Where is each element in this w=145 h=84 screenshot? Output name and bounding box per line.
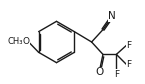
Text: F: F bbox=[114, 70, 119, 79]
Text: N: N bbox=[108, 11, 116, 21]
Text: O: O bbox=[96, 67, 104, 77]
Text: F: F bbox=[126, 60, 131, 69]
Text: F: F bbox=[126, 41, 131, 50]
Text: O: O bbox=[22, 37, 29, 47]
Text: CH₃: CH₃ bbox=[7, 37, 23, 46]
